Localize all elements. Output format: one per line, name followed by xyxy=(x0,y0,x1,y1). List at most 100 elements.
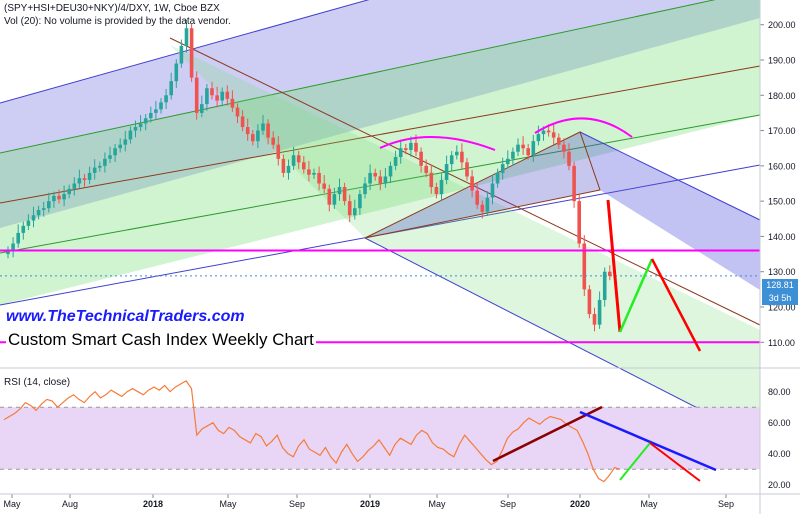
candle-body xyxy=(41,208,46,210)
time-tick-label: 2020 xyxy=(570,499,590,509)
rsi-tick-label: 60.00 xyxy=(768,418,791,428)
volume-note: Vol (20): No volume is provided by the d… xyxy=(4,16,231,27)
candle-body xyxy=(602,271,607,300)
chart-subtitle-watermark: Custom Smart Cash Index Weekly Chart xyxy=(6,330,316,350)
candle-body xyxy=(506,158,510,165)
candle-body xyxy=(419,151,423,166)
candle-body xyxy=(138,123,143,128)
price-tick-label: 120.00 xyxy=(768,303,796,313)
candle-body xyxy=(342,187,347,202)
candle-body xyxy=(128,130,133,140)
rsi-axis[interactable]: 20.00 40.00 60.00 80.00 xyxy=(768,387,791,490)
rsi-pane[interactable] xyxy=(0,380,760,483)
candle-body xyxy=(6,250,10,255)
candle-body xyxy=(546,130,551,133)
candle-body xyxy=(485,197,490,212)
candle-body xyxy=(194,77,199,113)
pitchfork-channels xyxy=(0,0,761,441)
candlesticks xyxy=(6,19,612,332)
candle-body xyxy=(557,137,561,145)
candle-body xyxy=(480,204,485,212)
candle-body xyxy=(230,98,235,108)
candle-body xyxy=(291,155,296,166)
candle-body xyxy=(608,271,612,276)
candle-body xyxy=(455,151,459,156)
candle-body xyxy=(368,172,372,184)
candle-body xyxy=(296,155,301,163)
channel-line-0 xyxy=(0,0,370,104)
candle-body xyxy=(57,195,61,200)
candle-body xyxy=(281,158,286,173)
candle-body xyxy=(36,209,41,216)
rsi-tick-label: 40.00 xyxy=(768,449,791,459)
candle-body xyxy=(327,188,332,205)
rsi-decline-line xyxy=(649,442,701,482)
candle-body xyxy=(317,172,321,184)
candle-body xyxy=(154,109,158,113)
down-channel-lower xyxy=(364,237,761,441)
candle-body xyxy=(409,142,413,150)
candle-body xyxy=(490,183,495,198)
candle-body xyxy=(103,158,107,166)
candle-body xyxy=(577,201,581,244)
price-tick-label: 160.00 xyxy=(768,161,796,171)
candle-body xyxy=(332,194,337,205)
candle-body xyxy=(516,144,520,152)
candle-body xyxy=(245,127,250,135)
candle-body xyxy=(495,172,500,184)
candle-body xyxy=(424,165,428,173)
price-tick-label: 180.00 xyxy=(768,91,796,101)
time-axis[interactable]: May Aug 2018 May Sep 2019 May Sep 2020 May Sep xyxy=(3,494,734,509)
candle-body xyxy=(271,137,275,145)
time-tick-label: May xyxy=(219,499,237,509)
symbol-title: (SPY+HSI+DEU30+NKY)/4/DXY, 1W, Cboe BZX xyxy=(4,3,220,14)
candle-body xyxy=(562,144,566,152)
candle-body xyxy=(47,201,51,209)
channel-line-2 xyxy=(0,65,761,204)
candle-body xyxy=(72,183,77,189)
website-watermark: www.TheTechnicalTraders.com xyxy=(6,308,245,325)
candle-body xyxy=(587,289,592,315)
crash-projection-line xyxy=(606,199,622,333)
candle-body xyxy=(434,187,439,195)
price-pane[interactable] xyxy=(0,0,761,441)
candle-body xyxy=(67,188,71,195)
time-tick-label: May xyxy=(640,499,658,509)
last-price-badge: 128.81 xyxy=(762,279,798,292)
candle-body xyxy=(220,91,224,101)
candle-body xyxy=(200,104,204,113)
candle-body xyxy=(133,127,138,131)
candle-body xyxy=(92,167,97,173)
candle-body xyxy=(526,148,530,156)
candle-body xyxy=(449,155,454,165)
candle-body xyxy=(307,169,311,175)
candle-body xyxy=(429,172,434,188)
head-shoulder-arc-left xyxy=(379,136,496,151)
candle-body xyxy=(582,243,587,290)
candle-body xyxy=(184,28,189,46)
inner-channel-fill xyxy=(0,0,760,305)
candle-body xyxy=(567,151,571,166)
candle-body xyxy=(143,118,148,124)
price-tick-label: 110.00 xyxy=(768,338,795,348)
candle-body xyxy=(322,183,326,189)
candle-body xyxy=(179,45,184,64)
candle-body xyxy=(98,165,102,168)
candle-body xyxy=(465,162,469,177)
candle-body xyxy=(597,299,602,325)
price-axis[interactable]: 110.00 120.00 130.00 140.00 150.00 160.00 170.… xyxy=(760,20,796,348)
candle-body xyxy=(87,172,92,180)
price-tick-label: 170.00 xyxy=(768,126,796,136)
price-tick-label: 150.00 xyxy=(768,197,796,207)
price-tick-label: 130.00 xyxy=(768,267,796,277)
candle-body xyxy=(149,112,153,119)
candle-body xyxy=(164,95,168,103)
candle-body xyxy=(592,314,597,325)
candle-body xyxy=(378,176,383,184)
candle-body xyxy=(363,183,367,195)
time-tick-label: 2018 xyxy=(143,499,163,509)
candle-body xyxy=(256,130,260,142)
candle-body xyxy=(302,162,306,170)
candle-body xyxy=(251,134,255,142)
